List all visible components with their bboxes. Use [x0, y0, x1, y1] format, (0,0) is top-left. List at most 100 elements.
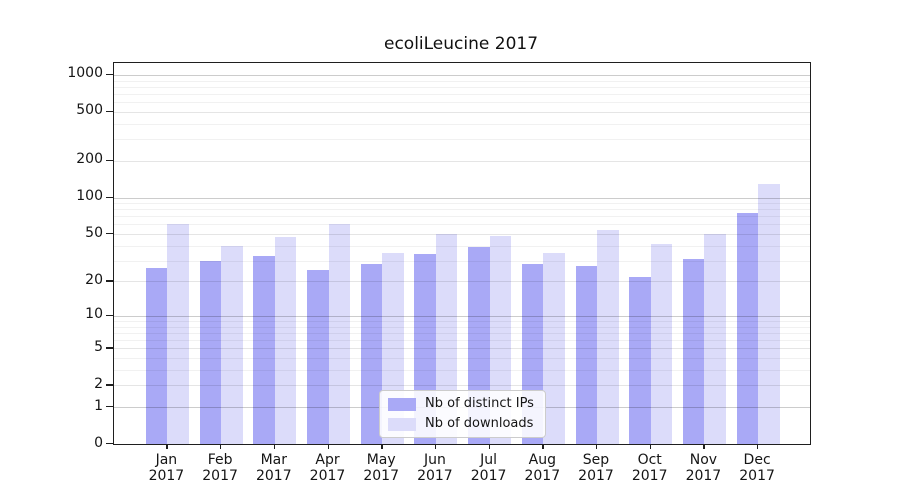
y-tick-label-0: 0	[94, 434, 103, 451]
downloads-bar-feb	[221, 245, 243, 444]
y-tick-200	[106, 159, 113, 162]
ips-bar-jan	[145, 267, 168, 444]
y-tick-label-5: 5	[94, 338, 103, 355]
downloads-bar-mar	[274, 237, 297, 444]
ips-bar-apr	[307, 270, 329, 444]
x-tick-label-apr: Apr 2017	[309, 452, 346, 484]
minor-gridline-400	[114, 123, 810, 125]
minor-gridline-6	[114, 340, 810, 342]
x-tick-label-jun: Jun 2017	[417, 452, 453, 484]
legend-row-distinct-ips: Nb of distinct IPs	[388, 397, 535, 411]
y-tick-label-1: 1	[94, 397, 103, 414]
y-tick-label-2: 2	[94, 375, 103, 392]
x-tick-label-mar: Mar 2017	[255, 452, 292, 484]
minor-gridline-700	[114, 94, 810, 95]
ips-bar-may	[360, 264, 383, 444]
minor-gridline-40	[114, 245, 810, 247]
x-tick-label-dec: Dec 2017	[739, 452, 775, 484]
ips-bar-dec	[736, 212, 759, 444]
x-tick-label-jan: Jan 2017	[148, 452, 185, 484]
x-tick-label-feb: Feb 2017	[202, 452, 238, 484]
downloads-swatch-icon	[388, 417, 416, 431]
ips-bar-feb	[199, 260, 222, 444]
x-tick-dec	[757, 444, 759, 449]
y-tick-20	[106, 280, 113, 282]
y-tick-2	[106, 384, 113, 386]
gridline-20	[114, 281, 810, 283]
legend-row-downloads: Nb of downloads	[388, 417, 535, 431]
x-tick-label-jul: Jul 2017	[470, 452, 507, 484]
minor-gridline-600	[114, 102, 810, 104]
minor-gridline-7	[114, 332, 810, 334]
x-tick-label-sep: Sep 2017	[578, 452, 614, 484]
y-tick-1000	[106, 73, 113, 76]
y-tick-label-200: 200	[76, 151, 103, 168]
downloads-bar-nov	[704, 234, 726, 444]
minor-gridline-70	[114, 216, 810, 218]
minor-gridline-9	[114, 321, 810, 322]
x-tick-label-aug: Aug 2017	[524, 452, 561, 484]
gridline-1000	[114, 74, 810, 76]
x-tick-label-may: May 2017	[363, 452, 399, 484]
x-tick-sep	[596, 444, 598, 449]
y-tick-100	[106, 196, 113, 198]
distinct-ips-swatch-icon	[388, 397, 416, 411]
minor-gridline-30	[114, 260, 810, 262]
x-tick-feb	[220, 444, 222, 449]
downloads-bar-oct	[650, 244, 673, 444]
y-tick-0	[106, 443, 113, 445]
gridline-100	[114, 197, 810, 199]
downloads-bar-apr	[328, 223, 350, 444]
y-tick-label-500: 500	[76, 102, 103, 119]
gridline-500	[114, 111, 810, 113]
ips-bar-sep	[575, 266, 597, 444]
x-tick-jun	[434, 444, 437, 449]
legend-label-downloads: Nb of downloads	[425, 416, 534, 431]
x-tick-nov	[703, 444, 705, 449]
minor-gridline-80	[114, 209, 810, 211]
x-tick-label-oct: Oct 2017	[631, 452, 668, 484]
downloads-bar-dec	[758, 183, 780, 444]
y-tick-label-50: 50	[85, 224, 103, 241]
x-tick-apr	[327, 444, 329, 449]
y-tick-label-100: 100	[76, 188, 103, 204]
x-tick-aug	[542, 444, 544, 449]
minor-gridline-8	[114, 326, 810, 328]
y-tick-label-10: 10	[85, 306, 103, 323]
minor-gridline-90	[114, 203, 810, 204]
gridline-200	[114, 160, 810, 162]
y-tick-label-1000: 1000	[67, 65, 103, 82]
x-tick-jan	[166, 444, 168, 449]
downloads-bar-aug	[543, 252, 565, 444]
x-tick-jul	[488, 444, 490, 449]
ips-bar-mar	[253, 255, 275, 444]
minor-gridline-3	[114, 369, 810, 371]
legend-label-distinct-ips: Nb of distinct IPs	[425, 396, 534, 411]
y-tick-5	[106, 347, 113, 349]
x-tick-may	[381, 444, 383, 449]
gridline-10	[114, 315, 810, 317]
minor-gridline-300	[114, 139, 810, 141]
gridline-50	[114, 234, 810, 235]
y-tick-1	[106, 406, 113, 408]
minor-gridline-4	[114, 358, 810, 359]
gridline-5	[114, 348, 810, 350]
gridline-2	[114, 385, 810, 387]
plot-area	[113, 62, 811, 445]
y-tick-500	[106, 110, 113, 113]
ips-bar-nov	[682, 258, 705, 444]
x-tick-mar	[273, 444, 276, 449]
x-tick-oct	[649, 444, 652, 449]
ips-bar-oct	[629, 276, 651, 444]
downloads-bar-sep	[597, 229, 619, 444]
chart-title: ecoliLeucine 2017	[383, 34, 539, 54]
minor-gridline-900	[114, 80, 810, 82]
minor-gridline-60	[114, 224, 810, 226]
y-tick-10	[106, 314, 113, 317]
minor-gridline-800	[114, 86, 810, 88]
legend: Nb of distinct IPs Nb of downloads	[379, 390, 546, 438]
y-tick-50	[106, 233, 113, 235]
downloads-bar-jan	[167, 224, 189, 444]
y-tick-label-20: 20	[85, 271, 103, 288]
